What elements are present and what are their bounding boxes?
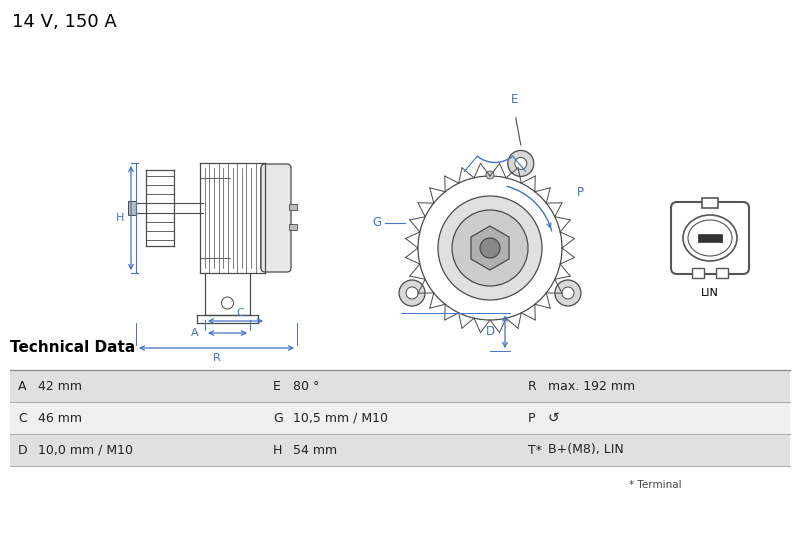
Circle shape bbox=[222, 297, 234, 309]
Bar bbox=[289, 224, 297, 230]
Text: Technical Data: Technical Data bbox=[10, 340, 135, 355]
Text: P: P bbox=[528, 411, 535, 424]
Text: LIN: LIN bbox=[701, 288, 719, 298]
Text: D: D bbox=[18, 443, 28, 456]
Text: * Terminal: * Terminal bbox=[629, 480, 682, 490]
Text: H: H bbox=[116, 213, 124, 223]
Circle shape bbox=[486, 171, 494, 179]
Text: 42 mm: 42 mm bbox=[38, 379, 82, 392]
Text: T*: T* bbox=[528, 443, 542, 456]
Text: R: R bbox=[213, 353, 220, 363]
Text: 14 V, 150 A: 14 V, 150 A bbox=[12, 13, 117, 31]
Text: H: H bbox=[273, 443, 282, 456]
Bar bbox=[10, 402, 790, 434]
Polygon shape bbox=[471, 226, 509, 270]
Text: 46 mm: 46 mm bbox=[38, 411, 82, 424]
Circle shape bbox=[452, 210, 528, 286]
Text: 80 °: 80 ° bbox=[293, 379, 319, 392]
FancyBboxPatch shape bbox=[261, 164, 291, 272]
Text: 54 mm: 54 mm bbox=[293, 443, 337, 456]
Text: G: G bbox=[273, 411, 282, 424]
Text: C: C bbox=[18, 411, 26, 424]
Bar bbox=[702, 198, 718, 208]
Circle shape bbox=[508, 150, 534, 176]
Text: E: E bbox=[273, 379, 281, 392]
Bar bbox=[10, 434, 790, 466]
Ellipse shape bbox=[683, 215, 737, 261]
Text: G: G bbox=[373, 216, 382, 230]
Text: 10,0 mm / M10: 10,0 mm / M10 bbox=[38, 443, 133, 456]
Text: A: A bbox=[18, 379, 26, 392]
Circle shape bbox=[562, 287, 574, 299]
Text: A: A bbox=[191, 328, 199, 338]
Text: ↺: ↺ bbox=[548, 411, 560, 425]
Ellipse shape bbox=[688, 220, 732, 256]
Circle shape bbox=[480, 238, 500, 258]
Text: E: E bbox=[511, 93, 518, 106]
Text: D: D bbox=[486, 325, 494, 338]
Circle shape bbox=[399, 280, 425, 306]
Bar bbox=[128, 201, 136, 215]
Bar bbox=[698, 234, 722, 242]
Circle shape bbox=[438, 196, 542, 300]
Circle shape bbox=[406, 287, 418, 299]
Text: R: R bbox=[528, 379, 537, 392]
FancyBboxPatch shape bbox=[671, 202, 749, 274]
Text: 10,5 mm / M10: 10,5 mm / M10 bbox=[293, 411, 388, 424]
Circle shape bbox=[514, 157, 526, 169]
Bar bbox=[716, 268, 728, 278]
Bar bbox=[289, 204, 297, 210]
Text: P: P bbox=[577, 187, 583, 199]
Circle shape bbox=[555, 280, 581, 306]
Bar bbox=[692, 268, 704, 278]
Text: C: C bbox=[237, 308, 244, 318]
Bar bbox=[10, 370, 790, 402]
Text: max. 192 mm: max. 192 mm bbox=[548, 379, 635, 392]
Text: B+(M8), LIN: B+(M8), LIN bbox=[548, 443, 624, 456]
